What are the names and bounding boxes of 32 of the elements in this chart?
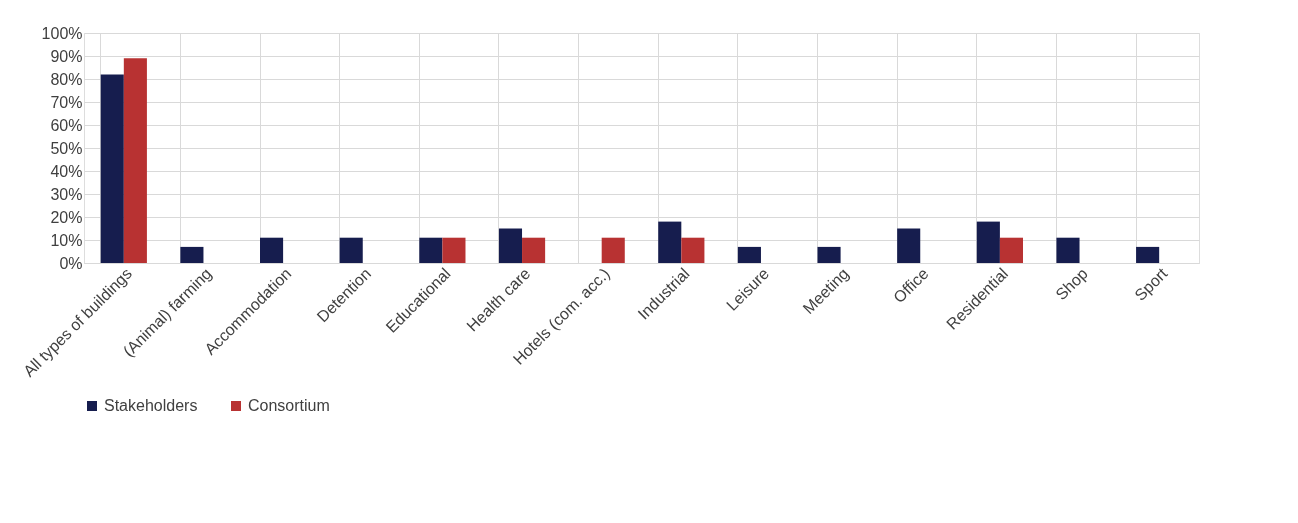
- bar: [658, 221, 682, 263]
- bar: [999, 237, 1023, 263]
- legend-label: Stakeholders: [104, 397, 198, 414]
- bar: [1136, 246, 1160, 263]
- y-tick-label: 60%: [50, 116, 83, 134]
- bar: [737, 246, 761, 263]
- bar: [498, 228, 523, 263]
- y-tick-label: 80%: [50, 70, 83, 88]
- y-tick-label: 30%: [50, 185, 83, 203]
- bar: [260, 237, 284, 263]
- bar: [100, 74, 124, 263]
- bar: [1056, 237, 1080, 263]
- bar: [681, 237, 705, 263]
- bar: [817, 246, 841, 263]
- y-tick-label: 90%: [50, 47, 83, 65]
- y-tick-label: 100%: [41, 24, 83, 42]
- bar: [442, 237, 466, 263]
- legend-label: Consortium: [248, 397, 330, 414]
- y-tick-label: 20%: [50, 208, 83, 226]
- bar: [180, 246, 204, 263]
- bar: [123, 58, 147, 263]
- y-tick-label: 70%: [50, 93, 83, 111]
- bar: [419, 237, 443, 263]
- bar: [339, 237, 363, 263]
- y-tick-label: 10%: [50, 231, 83, 249]
- bar: [522, 237, 546, 263]
- bar: [601, 237, 625, 263]
- y-tick-label: 0%: [59, 254, 83, 272]
- y-tick-label: 50%: [50, 139, 83, 157]
- bar: [976, 221, 1000, 263]
- y-tick-label: 40%: [50, 162, 83, 180]
- bar: [897, 228, 921, 263]
